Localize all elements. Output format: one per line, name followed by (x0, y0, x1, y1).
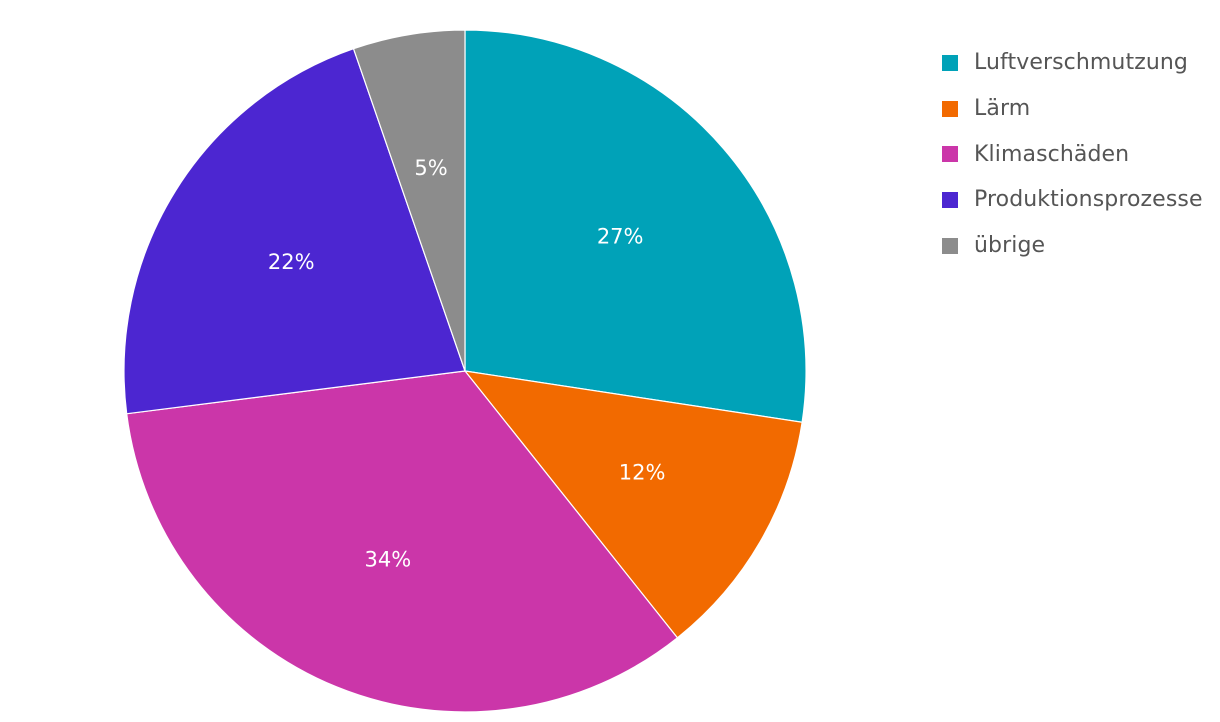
legend-item[interactable]: Produktionsprozesse (942, 177, 1203, 223)
pie-slice-2 (463, 370, 803, 639)
legend-swatch (942, 100, 958, 117)
legend-label: Klimaschäden (974, 141, 1130, 167)
pie-slice-5 (352, 29, 466, 372)
legend-label: Lärm (974, 96, 1031, 122)
slice-data-label-3: 34% (365, 548, 412, 572)
pie-slice-3 (126, 370, 679, 713)
pie-slice-4 (123, 47, 466, 415)
legend: Luftverschmutzung Lärm Klimaschäden Produkt… (942, 40, 1203, 268)
slice-data-label-2: 12% (619, 460, 666, 484)
slice-data-label-5: 5% (414, 156, 447, 180)
slice-data-label-1: 27% (597, 225, 644, 249)
legend-swatch (942, 54, 958, 71)
pie-slice-1 (464, 29, 807, 423)
legend-item[interactable]: Lärm (942, 86, 1203, 132)
slice-data-label-4: 22% (268, 250, 315, 274)
legend-label: Produktionsprozesse (974, 187, 1203, 213)
legend-item[interactable]: übrige (942, 223, 1203, 269)
legend-swatch (942, 146, 958, 163)
legend-item[interactable]: Luftverschmutzung (942, 40, 1203, 86)
legend-label: Luftverschmutzung (974, 50, 1188, 76)
legend-swatch (942, 237, 958, 254)
legend-swatch (942, 191, 958, 208)
legend-item[interactable]: Klimaschäden (942, 131, 1203, 177)
legend-label: übrige (974, 233, 1046, 259)
